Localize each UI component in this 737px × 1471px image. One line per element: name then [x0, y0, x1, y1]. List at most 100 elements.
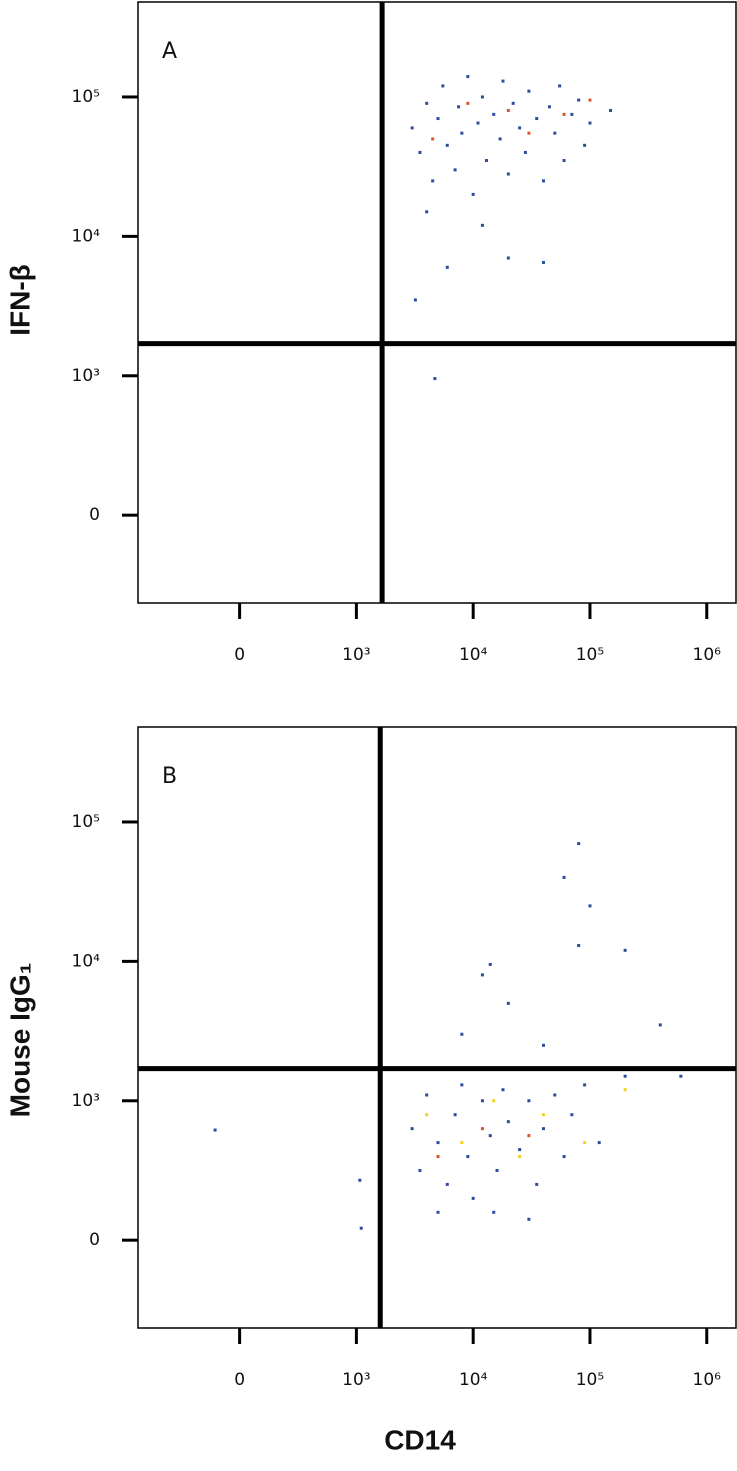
- event-dot: [588, 904, 592, 908]
- event-dot: [623, 1074, 627, 1078]
- event-dot: [476, 121, 480, 125]
- x-tick-label: 0: [234, 645, 245, 665]
- event-dot: [425, 210, 429, 214]
- event-dot: [413, 298, 417, 302]
- event-dot: [441, 84, 445, 88]
- event-dot: [492, 1210, 496, 1214]
- x-axis-title: CD14: [384, 1424, 456, 1455]
- event-dot: [623, 1088, 627, 1092]
- x-tick-label: 10⁶: [693, 1370, 722, 1390]
- event-dot: [658, 1023, 662, 1027]
- event-dot: [541, 1113, 545, 1117]
- y-tick-label: 10⁴: [72, 226, 101, 246]
- event-dot: [527, 1099, 531, 1103]
- event-dot: [523, 150, 527, 154]
- event-dot: [553, 1093, 557, 1097]
- x-tick-label: 10⁵: [576, 1370, 604, 1390]
- event-dot: [562, 159, 566, 163]
- event-dot: [425, 101, 429, 105]
- event-dot: [506, 172, 510, 176]
- event-dot: [466, 1155, 470, 1159]
- event-dot: [431, 137, 435, 141]
- event-dot: [480, 95, 484, 99]
- event-dot: [583, 1141, 587, 1145]
- y-tick-label: 10³: [72, 366, 100, 386]
- event-dot: [471, 1196, 475, 1200]
- event-dot: [623, 948, 627, 952]
- event-dot: [583, 1083, 587, 1087]
- event-dot: [445, 1182, 449, 1186]
- y-tick-label: 0: [89, 1230, 100, 1250]
- x-tick-label: 0: [234, 1370, 245, 1390]
- event-dot: [466, 75, 470, 79]
- event-dot: [562, 875, 566, 879]
- event-dot: [410, 1127, 414, 1131]
- event-dot: [460, 1032, 464, 1036]
- event-dot: [558, 84, 562, 88]
- event-dot: [445, 265, 449, 269]
- event-dot: [488, 1134, 492, 1138]
- event-dot: [547, 105, 551, 109]
- event-dot: [466, 101, 470, 105]
- event-dot: [518, 1148, 522, 1152]
- event-dot: [588, 98, 592, 102]
- y-tick-label: 10⁴: [72, 951, 101, 971]
- event-dot: [609, 108, 613, 112]
- event-dot: [511, 101, 515, 105]
- event-dot: [562, 1155, 566, 1159]
- event-dot: [436, 1155, 440, 1159]
- event-dot: [460, 131, 464, 135]
- x-tick-label: 10³: [342, 1370, 370, 1390]
- event-dot: [495, 1168, 499, 1172]
- event-dot: [541, 179, 545, 183]
- event-dot: [527, 1217, 531, 1221]
- event-dot: [358, 1178, 362, 1182]
- event-dot: [570, 1113, 574, 1117]
- event-dot: [431, 179, 435, 183]
- panel-label: A: [162, 39, 177, 64]
- event-dot: [418, 1168, 422, 1172]
- event-dot: [213, 1128, 217, 1132]
- event-dot: [518, 126, 522, 130]
- event-dot: [506, 108, 510, 112]
- event-dot: [577, 842, 581, 846]
- plot-frame: [137, 1, 737, 604]
- event-dot: [418, 150, 422, 154]
- event-dot: [535, 117, 539, 121]
- event-dot: [453, 168, 457, 172]
- x-tick-label: 10⁵: [576, 645, 604, 665]
- y-axis-title: IFN-β: [4, 264, 35, 336]
- event-dot: [480, 1099, 484, 1103]
- y-axis-title: Mouse IgG₁: [4, 963, 35, 1118]
- x-tick-label: 10⁶: [693, 645, 722, 665]
- event-dot: [577, 98, 581, 102]
- event-dot: [498, 137, 502, 141]
- event-dot: [480, 223, 484, 227]
- event-dot: [460, 1141, 464, 1145]
- event-dot: [453, 1113, 457, 1117]
- event-dot: [436, 1141, 440, 1145]
- panel-label: B: [162, 764, 177, 789]
- event-dot: [436, 117, 440, 121]
- event-dot: [527, 1134, 531, 1138]
- event-dot: [501, 79, 505, 83]
- event-dot: [460, 1083, 464, 1087]
- y-tick-label: 10⁵: [72, 812, 100, 832]
- event-dot: [501, 1088, 505, 1092]
- event-dot: [679, 1074, 683, 1078]
- event-dot: [506, 1001, 510, 1005]
- y-tick-label: 0: [89, 505, 100, 525]
- event-dot: [471, 192, 475, 196]
- event-dot: [410, 126, 414, 130]
- event-dot: [527, 89, 531, 93]
- event-dot: [488, 962, 492, 966]
- event-dot: [541, 260, 545, 264]
- event-dot: [562, 112, 566, 116]
- y-tick-label: 10⁵: [72, 87, 100, 107]
- event-dot: [570, 112, 574, 116]
- event-dot: [541, 1043, 545, 1047]
- event-dot: [597, 1141, 601, 1145]
- event-dot: [492, 1099, 496, 1103]
